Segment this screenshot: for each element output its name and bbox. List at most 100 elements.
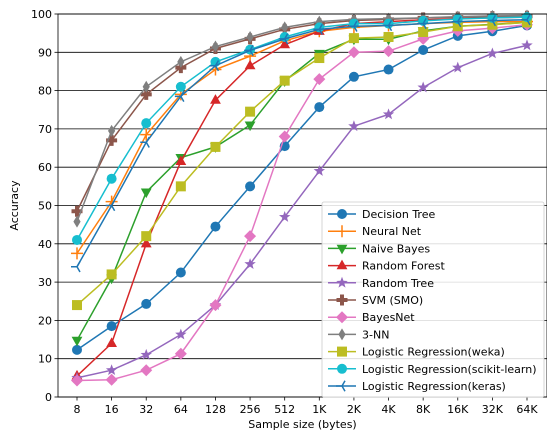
- data-point: [244, 44, 254, 56]
- data-point: [314, 102, 325, 113]
- legend-label: SVM (SMO): [362, 294, 423, 307]
- data-point: [245, 181, 256, 192]
- data-point: [348, 33, 359, 44]
- legend-label: Logistic Regression(keras): [362, 380, 506, 393]
- x-tick-label: 64K: [516, 403, 538, 416]
- data-point: [486, 47, 499, 59]
- data-point: [72, 300, 82, 311]
- data-point: [72, 344, 82, 355]
- data-point: [383, 18, 394, 29]
- data-point: [336, 276, 348, 288]
- x-axis-label: Sample size (bytes): [248, 418, 356, 431]
- legend-item: Logistic Regression(scikit-learn): [328, 363, 537, 376]
- legend-item: Logistic Regression(weka): [328, 346, 505, 359]
- data-point: [417, 81, 429, 93]
- data-point: [210, 221, 221, 232]
- data-point: [210, 94, 221, 104]
- legend: Decision Tree Neural Net Naive Bayes Random…: [321, 201, 545, 398]
- legend-label: 3-NN: [362, 328, 389, 341]
- data-point: [486, 14, 497, 27]
- x-tick-label: 16K: [447, 403, 469, 416]
- data-point: [347, 46, 360, 59]
- legend-item: 3-NN: [328, 328, 389, 341]
- legend-item: Decision Tree: [328, 208, 435, 221]
- data-point: [106, 269, 117, 280]
- data-point: [313, 23, 323, 35]
- data-point: [418, 45, 429, 56]
- data-point: [71, 205, 83, 217]
- series-svm-smo: [71, 10, 533, 217]
- data-point: [522, 17, 532, 28]
- data-point: [336, 380, 346, 392]
- x-tick-label: 128: [205, 403, 226, 416]
- y-tick-label: 100: [31, 8, 52, 21]
- series-line: [76, 23, 528, 382]
- data-point: [140, 237, 152, 248]
- data-point: [209, 60, 220, 72]
- data-point: [338, 328, 346, 341]
- data-point: [313, 165, 326, 176]
- x-tick-label: 32K: [482, 403, 504, 416]
- data-point: [140, 364, 153, 377]
- data-point: [382, 19, 393, 32]
- data-point: [336, 294, 348, 306]
- data-point: [278, 33, 289, 45]
- data-point: [71, 374, 83, 387]
- data-point: [140, 188, 152, 199]
- y-tick-label: 40: [38, 238, 52, 251]
- data-point: [71, 261, 81, 273]
- legend-item: SVM (SMO): [328, 294, 423, 307]
- x-tick-label: 16: [105, 403, 119, 416]
- data-point: [337, 209, 347, 219]
- series-line: [76, 14, 528, 222]
- ticks: 0 10 20 30 40 50 60 70 80 90 100 8 16 32 64 128 256 512 1K…: [31, 8, 538, 416]
- data-point: [108, 124, 116, 137]
- y-tick-label: 90: [38, 46, 52, 59]
- series-line: [76, 44, 528, 379]
- data-point: [278, 210, 291, 222]
- data-point: [246, 30, 254, 43]
- data-point: [175, 181, 186, 192]
- y-tick-label: 20: [38, 314, 52, 327]
- legend-item: Logistic Regression(keras): [328, 380, 506, 393]
- data-point: [451, 16, 462, 28]
- x-tick-label: 256: [240, 403, 261, 416]
- data-point: [140, 88, 152, 100]
- y-tick-label: 10: [38, 353, 52, 366]
- x-tick-label: 4K: [381, 403, 396, 416]
- data-point: [141, 231, 152, 242]
- data-point: [383, 64, 394, 75]
- data-point: [487, 19, 498, 30]
- data-point: [382, 108, 395, 120]
- data-point: [452, 21, 463, 32]
- data-point: [177, 55, 185, 68]
- y-axis-label: Accuracy: [8, 180, 21, 231]
- y-tick-label: 30: [38, 276, 52, 289]
- data-point: [175, 81, 186, 92]
- data-point: [174, 90, 185, 102]
- data-point: [279, 38, 291, 49]
- data-point: [347, 20, 358, 32]
- data-point: [336, 244, 348, 255]
- data-point: [521, 39, 533, 51]
- data-point: [281, 21, 289, 34]
- data-point: [279, 75, 290, 86]
- data-point: [382, 45, 395, 58]
- data-point: [348, 71, 359, 82]
- data-point: [211, 40, 220, 53]
- data-point: [105, 373, 118, 386]
- data-point: [314, 53, 325, 64]
- legend-box: [321, 201, 545, 398]
- legend-label: Decision Tree: [362, 208, 435, 221]
- x-tick-label: 512: [274, 403, 295, 416]
- data-point: [105, 364, 118, 376]
- legend-label: Logistic Regression(scikit-learn): [362, 363, 537, 376]
- data-point: [452, 61, 464, 73]
- legend-label: Random Forest: [362, 260, 445, 273]
- series-decision-tree: [72, 20, 532, 355]
- data-point: [71, 247, 83, 260]
- data-point: [244, 258, 256, 269]
- series-line: [76, 16, 528, 241]
- series-line: [76, 24, 528, 351]
